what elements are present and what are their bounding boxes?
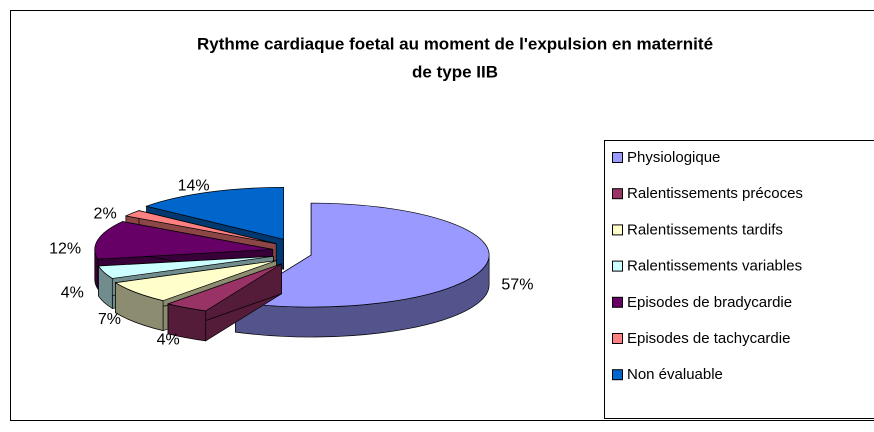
legend-label: Episodes de tachycardie (627, 330, 790, 347)
legend-swatch (612, 188, 623, 200)
slice-top (234, 202, 490, 308)
data-label: 7% (98, 311, 121, 328)
legend-swatch (612, 369, 623, 381)
slice-top (124, 210, 277, 245)
data-label: 2% (94, 205, 117, 222)
legend-swatch (612, 224, 623, 236)
legend-label: Physiologique (627, 149, 720, 166)
slice-top (97, 255, 274, 279)
slice (166, 263, 282, 342)
data-label: 57% (501, 276, 533, 293)
chart-title: de type IIB (412, 62, 498, 81)
legend-label: Ralentissements variables (627, 258, 802, 275)
data-label: 4% (157, 332, 180, 349)
slice-top (94, 221, 273, 260)
legend-label: Non évaluable (627, 366, 723, 383)
slice-top (114, 260, 277, 302)
legend-swatch (612, 152, 623, 163)
legend-swatch (612, 296, 623, 308)
legend-label: Ralentissements tardifs (627, 221, 783, 238)
legend-label: Episodes de bradycardie (627, 294, 792, 311)
data-label: 4% (61, 284, 84, 301)
slice-top (166, 263, 282, 312)
legend-label: Ralentissements précoces (627, 185, 803, 202)
data-label: 14% (178, 178, 210, 195)
legend-frame (604, 140, 874, 419)
legend-swatch (612, 333, 623, 344)
chart-title: Rythme cardiaque foetal au moment de l'e… (197, 34, 713, 53)
slice-top (145, 186, 285, 240)
data-label: 12% (49, 241, 81, 258)
legend-swatch (612, 260, 623, 272)
